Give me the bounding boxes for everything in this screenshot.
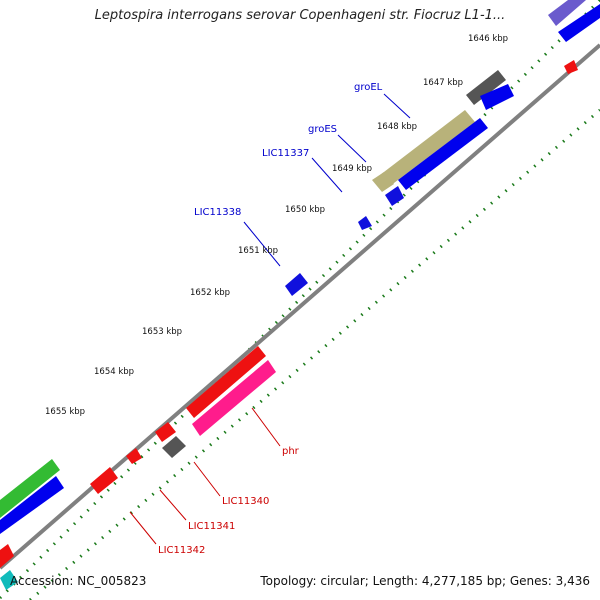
gene-block-gray-mid[interactable] xyxy=(162,436,186,458)
tick-label: 1651 kbp xyxy=(238,246,278,256)
genome-title: Leptospira interrogans serovar Copenhage… xyxy=(94,8,506,23)
gene-label-LIC11338[interactable]: LIC11338 xyxy=(194,207,241,218)
gene-block-lavender[interactable] xyxy=(548,0,586,26)
gene-block-red-left[interactable] xyxy=(90,467,118,494)
gene-block-blue-1[interactable] xyxy=(385,186,404,206)
leader-LIC11342 xyxy=(129,511,157,545)
tick-label: 1655 kbp xyxy=(45,407,85,417)
gene-label-LIC11340[interactable]: LIC11340 xyxy=(222,496,269,507)
gene-label-LIC11342[interactable]: LIC11342 xyxy=(158,545,205,556)
gene-block-red-small[interactable] xyxy=(155,422,176,442)
gene-label-LIC11341[interactable]: LIC11341 xyxy=(188,521,235,532)
leader-phr xyxy=(251,407,281,447)
gene-band-blue-top[interactable] xyxy=(398,118,488,190)
gene-block-green[interactable] xyxy=(0,459,60,518)
leader-LIC11337 xyxy=(311,157,343,193)
gene-band-blue-top2[interactable] xyxy=(480,84,514,110)
gene-block-blue-3[interactable] xyxy=(285,273,308,296)
tick-label: 1649 kbp xyxy=(332,164,372,174)
gene-block-blue-2[interactable] xyxy=(358,216,372,230)
tick-label: 1653 kbp xyxy=(142,327,182,337)
gene-leader-lines xyxy=(129,93,411,545)
gene-band-blue-bottom[interactable] xyxy=(0,476,64,534)
accession-label: Accession: NC_005823 xyxy=(10,574,147,588)
gene-block-red-corner[interactable] xyxy=(0,544,14,568)
tick-label: 1648 kbp xyxy=(377,122,417,132)
tick-label: 1654 kbp xyxy=(94,367,134,377)
gene-block-groEL[interactable] xyxy=(380,110,475,186)
inner-genes[interactable] xyxy=(0,4,600,590)
gene-block-red-big[interactable] xyxy=(186,346,266,418)
gene-block-red-right[interactable] xyxy=(564,60,578,74)
tick-label: 1652 kbp xyxy=(190,288,230,298)
leader-groEL xyxy=(383,93,411,119)
gene-label-groES[interactable]: groES xyxy=(308,124,337,135)
tick-label: 1647 kbp xyxy=(423,78,463,88)
inner-tick-track xyxy=(29,108,600,600)
leader-LIC11341 xyxy=(159,489,187,521)
tick-labels: 1646 kbp 1647 kbp 1648 kbp 1649 kbp 1650… xyxy=(45,34,508,417)
tick-label: 1646 kbp xyxy=(468,34,508,44)
gene-block-red-tiny[interactable] xyxy=(126,448,142,464)
topology-label: Topology: circular; Length: 4,277,185 bp… xyxy=(260,574,590,588)
gene-band-blue-corner[interactable] xyxy=(558,4,600,42)
leader-LIC11338 xyxy=(243,221,281,267)
tick-label: 1650 kbp xyxy=(285,205,325,215)
leader-LIC11340 xyxy=(193,461,221,497)
gene-labels[interactable]: groEL groES LIC11337 LIC11338 phr LIC113… xyxy=(158,82,383,556)
gene-label-groEL[interactable]: groEL xyxy=(354,82,383,93)
gene-label-phr[interactable]: phr xyxy=(282,446,300,457)
gene-block-cyan-corner[interactable] xyxy=(0,570,18,590)
genome-backbone xyxy=(0,43,600,570)
gene-label-LIC11337[interactable]: LIC11337 xyxy=(262,148,309,159)
forward-genes[interactable] xyxy=(0,0,586,568)
gene-band-phr[interactable] xyxy=(192,360,276,436)
leader-groES xyxy=(337,134,367,163)
gene-block-groES[interactable] xyxy=(372,172,394,192)
gene-block-gray-top[interactable] xyxy=(466,70,506,105)
